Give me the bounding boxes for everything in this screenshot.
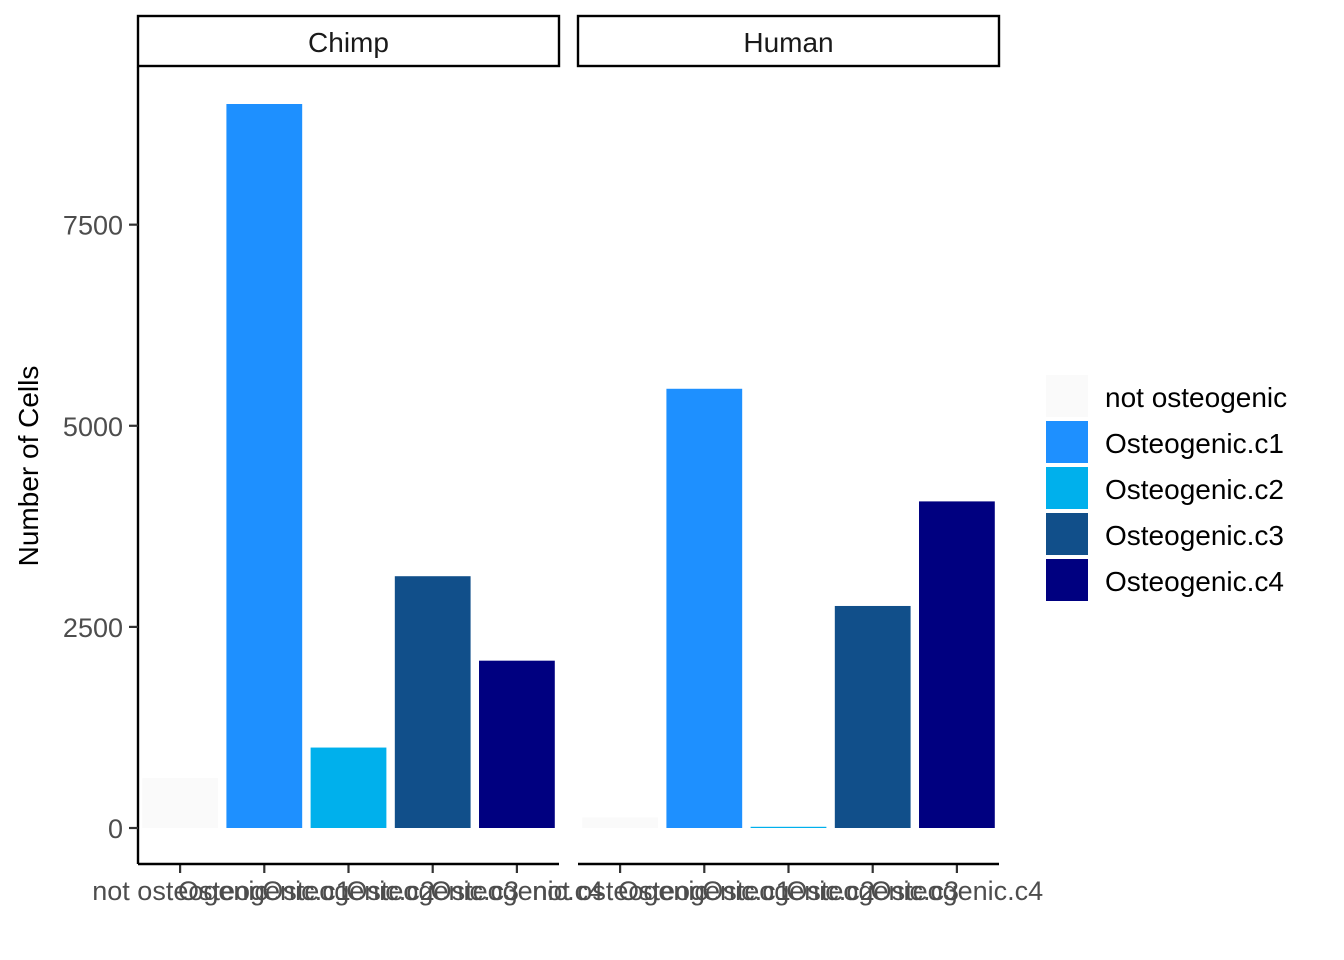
legend-key <box>1046 421 1088 463</box>
legend-label: Osteogenic.c4 <box>1105 566 1284 597</box>
legend-key <box>1046 559 1088 601</box>
legend-label: Osteogenic.c1 <box>1105 428 1284 459</box>
legend-label: not osteogenic <box>1105 382 1287 413</box>
x-tick-label: Osteogenic.c1 <box>618 876 791 906</box>
x-tick-label: Osteogenic.c3 <box>786 876 959 906</box>
bar <box>226 104 303 828</box>
legend-key <box>1046 467 1088 509</box>
legend-key <box>1046 513 1088 555</box>
bar <box>666 388 743 828</box>
bar <box>582 817 658 828</box>
facet-strip <box>136 14 561 68</box>
y-tick-label: 2500 <box>63 613 123 643</box>
facet-strip-label: Chimp <box>308 27 389 58</box>
x-tick-label: Osteogenic.c3 <box>346 876 519 906</box>
bar <box>394 576 471 828</box>
y-axis-title: Number of Cells <box>13 366 44 567</box>
bar <box>750 826 827 828</box>
legend-label: Osteogenic.c3 <box>1105 520 1284 551</box>
legend-label: Osteogenic.c2 <box>1105 474 1284 505</box>
bar <box>479 660 555 828</box>
facet-strip-label: Human <box>743 27 833 58</box>
x-tick-label: Osteogenic.c4 <box>431 876 604 906</box>
y-tick-label: 5000 <box>63 412 123 442</box>
y-tick-label: 0 <box>108 814 123 844</box>
x-tick-label: not osteogenic <box>532 876 708 906</box>
x-tick-label: not osteogenic <box>92 876 268 906</box>
x-tick-label: Osteogenic.c4 <box>871 876 1044 906</box>
bar <box>142 778 218 828</box>
legend-key <box>1046 375 1088 417</box>
bar <box>919 501 995 828</box>
y-tick-label: 7500 <box>63 211 123 241</box>
bar <box>310 747 387 828</box>
x-tick-label: Osteogenic.c2 <box>262 876 435 906</box>
x-tick-label: Osteogenic.c1 <box>178 876 351 906</box>
bar <box>834 605 911 828</box>
y-axis: 0 2500 5000 7500 <box>63 67 140 864</box>
legend: not osteogenic Osteogenic.c1 Osteogenic.c2… <box>1046 375 1287 601</box>
facet-strip <box>576 14 1001 68</box>
x-tick-label: Osteogenic.c2 <box>702 876 875 906</box>
